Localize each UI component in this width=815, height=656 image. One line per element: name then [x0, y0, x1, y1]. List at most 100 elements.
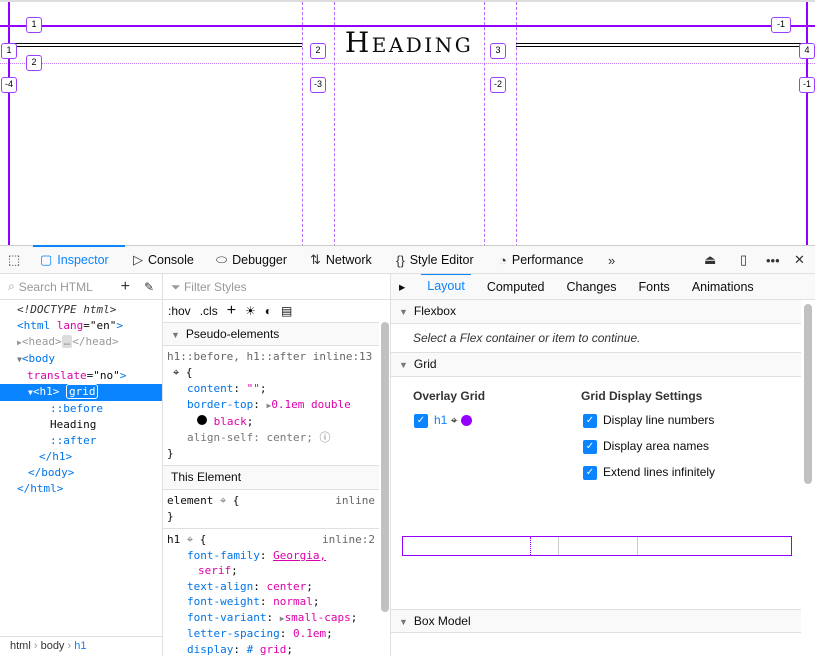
add-node-button[interactable]: +: [120, 277, 130, 295]
value[interactable]: "": [246, 382, 260, 395]
search-html-input[interactable]: Search HTML: [18, 279, 93, 294]
body-node[interactable]: ▼<body translate="no">: [17, 352, 127, 382]
color-swatch[interactable]: [197, 415, 207, 425]
element-picker-button[interactable]: ⬚: [8, 246, 20, 274]
font-link[interactable]: Georgia,: [273, 548, 327, 562]
tab-layout[interactable]: Layout: [421, 274, 471, 299]
after-double-border: [516, 43, 806, 47]
source-link[interactable]: inline:2: [322, 533, 375, 546]
ellipsis-icon[interactable]: …: [61, 335, 73, 348]
prop[interactable]: display: [187, 642, 234, 656]
flex-message: Select a Flex container or item to conti…: [391, 324, 801, 353]
setting-line-numbers[interactable]: ✓ Display line numbers: [583, 413, 714, 428]
layout-scrollbar[interactable]: [804, 304, 812, 484]
prop[interactable]: letter-spacing: [187, 627, 280, 640]
value[interactable]: small-caps: [284, 610, 351, 624]
tab-inspector[interactable]: ▢ Inspector: [40, 246, 109, 274]
tab-network[interactable]: ⇅ Network: [310, 246, 372, 274]
col-label: -3: [310, 77, 326, 93]
grid-header[interactable]: ▼ Grid: [391, 353, 801, 377]
more-tabs-button[interactable]: »: [608, 246, 615, 274]
checkbox-checked[interactable]: ✓: [414, 413, 428, 428]
print-icon[interactable]: ▤: [281, 304, 293, 318]
tab-performance[interactable]: ◔ Performance: [499, 246, 583, 274]
eyedropper-icon[interactable]: ✎: [143, 279, 154, 294]
grid-icon[interactable]: #: [246, 642, 254, 656]
text-node[interactable]: Heading: [50, 418, 97, 431]
breadcrumb-item[interactable]: html: [10, 640, 31, 652]
setting-area-names[interactable]: ✓ Display area names: [583, 439, 709, 454]
col-label: -2: [490, 77, 506, 93]
info-icon[interactable]: ⓘ: [319, 431, 331, 444]
hov-button[interactable]: :hov: [168, 304, 191, 318]
prop[interactable]: font-variant: [187, 610, 267, 624]
source-link[interactable]: inline:13: [312, 350, 373, 363]
h1-rule: h1 ⌖ {inline:2 font-family: Georgia, ser…: [167, 533, 375, 656]
attr: lang: [56, 319, 84, 332]
value[interactable]: 0.1em: [292, 627, 327, 640]
value[interactable]: normal: [273, 595, 313, 608]
checkbox-checked[interactable]: ✓: [583, 465, 597, 480]
highlight-icon[interactable]: ⌖: [186, 533, 194, 546]
source-link[interactable]: inline: [335, 494, 375, 507]
tab-animations[interactable]: Animations: [691, 279, 754, 294]
add-rule-button[interactable]: +: [226, 302, 237, 319]
head-node[interactable]: ▶<head>… </head>: [17, 335, 119, 348]
value[interactable]: 0.1em double: [271, 398, 351, 411]
prop[interactable]: content: [187, 382, 234, 395]
element-rule: element ⌖ {inline }: [163, 490, 379, 529]
dock-button[interactable]: ⏏: [704, 246, 716, 274]
before-node[interactable]: ::before: [50, 402, 103, 415]
grid-badge[interactable]: grid: [65, 384, 99, 399]
selector: h1: [167, 533, 181, 546]
grid-color-swatch[interactable]: [460, 415, 472, 427]
value[interactable]: serif: [198, 564, 232, 577]
h1-node-selected[interactable]: ▼<h1> grid: [0, 384, 162, 401]
pseudo-elements-header[interactable]: ▼ Pseudo-elements: [163, 322, 379, 346]
prop[interactable]: border-top: [187, 398, 254, 411]
setting-label: Extend lines infinitely: [603, 465, 716, 479]
after-node[interactable]: ::after: [50, 434, 97, 447]
tab-console[interactable]: ▷ Console: [133, 246, 194, 274]
cls-button[interactable]: .cls: [199, 304, 218, 318]
setting-extend-lines[interactable]: ✓ Extend lines infinitely: [583, 465, 715, 480]
tab-changes[interactable]: Changes: [566, 279, 617, 294]
highlight-icon[interactable]: ⌖: [219, 494, 227, 507]
box-model-header[interactable]: ▼ Box Model: [391, 609, 801, 633]
tab-debugger[interactable]: ⬭ Debugger: [216, 246, 287, 274]
prop[interactable]: text-align: [187, 579, 254, 593]
value[interactable]: center: [266, 579, 307, 593]
value[interactable]: center: [266, 431, 307, 444]
tab-fonts[interactable]: Fonts: [638, 279, 670, 294]
toggle-sidebar-icon[interactable]: ▸: [399, 280, 406, 294]
value[interactable]: black: [213, 415, 247, 428]
rules-scrollbar[interactable]: [381, 322, 389, 612]
tab-label: Inspector: [57, 253, 109, 267]
html-node[interactable]: <html lang="en">: [17, 319, 123, 332]
close-button[interactable]: ✕: [794, 246, 805, 274]
tab-style-editor[interactable]: {} Style Editor: [396, 246, 474, 274]
highlight-icon[interactable]: ⌖: [173, 366, 180, 379]
prop[interactable]: align-self: [187, 431, 254, 444]
responsive-button[interactable]: ▯: [740, 246, 747, 274]
highlight-icon[interactable]: ⌖: [450, 413, 458, 427]
breadcrumb-item[interactable]: h1: [74, 640, 87, 652]
dark-mode-icon[interactable]: ◐: [264, 304, 273, 318]
breadcrumb-item[interactable]: body: [40, 640, 65, 652]
tab-computed[interactable]: Computed: [486, 279, 545, 294]
page-viewport: Heading 1 2 -1 1 2 3 4 -4 -3 -2 -1: [0, 0, 815, 247]
checkbox-checked[interactable]: ✓: [583, 439, 597, 454]
flexbox-header[interactable]: ▼ Flexbox: [391, 300, 801, 324]
value[interactable]: grid: [259, 642, 287, 656]
grid-outline-preview[interactable]: [402, 536, 792, 556]
this-element-header: This Element: [163, 466, 379, 490]
prop[interactable]: font-weight: [187, 595, 260, 608]
checkbox-checked[interactable]: ✓: [583, 413, 597, 428]
menu-button[interactable]: •••: [766, 246, 780, 274]
tab-label: Performance: [511, 253, 584, 267]
prop[interactable]: font-family: [187, 548, 260, 562]
doctype-node[interactable]: <!DOCTYPE html>: [17, 303, 117, 316]
filter-styles-input[interactable]: ⏷ Filter Styles: [163, 274, 390, 300]
overlay-grid-item[interactable]: ✓ h1 ⌖: [414, 413, 472, 428]
light-mode-icon[interactable]: ☀: [245, 304, 256, 318]
